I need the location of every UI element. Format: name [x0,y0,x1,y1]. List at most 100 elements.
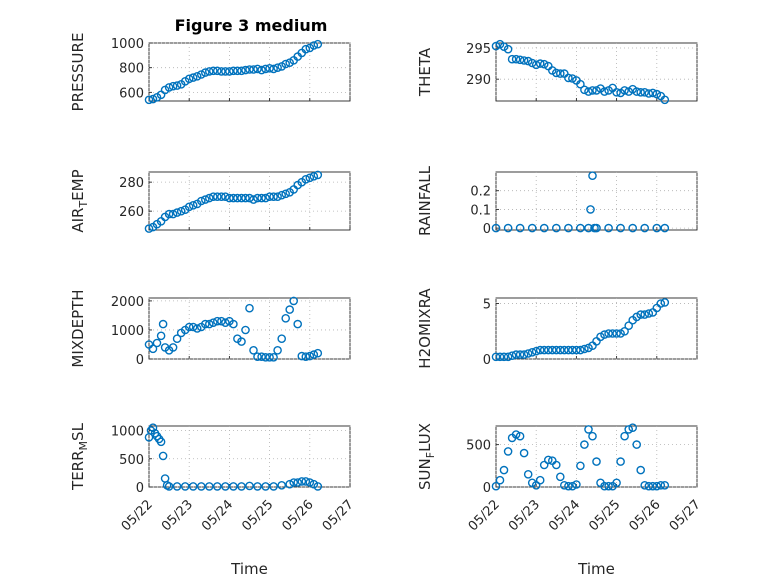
y-tick-label: 800 [119,62,144,77]
data-point [584,87,593,96]
x-tick-label: 05/27 [320,497,357,534]
data-point [245,193,254,203]
data-point [531,346,541,356]
data-point [229,66,238,76]
data-point [636,310,646,319]
y-tick-label: 2000 [111,295,144,310]
data-point [576,223,585,233]
data-point [221,67,230,76]
data-point [212,316,222,326]
data-point [612,478,621,488]
x-tick-label: 05/26 [280,497,317,534]
data-point [309,350,319,359]
data-point [269,192,278,201]
data-point [273,345,282,355]
data-point [503,352,513,362]
data-point [580,440,589,449]
data-point [309,171,319,181]
data-point [568,481,577,491]
data-point [648,88,658,98]
data-point [200,195,210,204]
data-point [261,193,270,203]
data-point [507,54,517,64]
data-point [188,200,198,210]
data-point [313,39,323,49]
data-point [580,344,589,354]
data-point [221,482,230,491]
data-point [624,321,634,331]
data-point [164,83,174,92]
data-point [233,193,242,203]
data-point [237,337,246,346]
data-point [531,60,541,70]
y-tick-label: 600 [119,86,144,101]
data-point [229,193,238,203]
data-point [204,319,214,329]
data-point [241,65,250,75]
data-point [616,223,625,233]
y-tick-label: 500 [119,453,144,468]
y-tick-label: 0 [136,353,144,368]
data-point [297,351,307,361]
data-point [229,319,238,329]
data-point [305,478,315,487]
data-point [192,324,202,333]
data-point [564,223,573,233]
x-axis-label: Time [577,560,615,578]
data-point [261,64,270,74]
data-point [628,223,638,233]
data-point [261,482,270,491]
y-axis-label: AIRTEMP [69,169,90,232]
y-axis-label: RAINFALL [416,165,434,236]
data-point [491,481,501,491]
data-point [257,193,266,203]
data-point [313,170,323,180]
data-point [225,193,234,203]
data-point [249,195,258,204]
y-tick-label: 1000 [111,425,144,440]
data-point [588,171,597,180]
x-tick-label: 05/25 [239,497,276,534]
panel-4: 0 0.1 0.2 RAINFALL [416,165,698,237]
data-point [600,330,609,339]
data-point [172,81,182,90]
data-point [212,66,222,76]
axes-box [495,297,698,360]
data-point [656,480,666,490]
data-point [200,68,210,77]
data-point [144,224,154,233]
axes-box [148,425,351,488]
data-point [640,310,650,319]
panel-7: 0 500 1000 TERRMSL 05/22 05/23 05/24 05/25 05/26… [69,422,357,578]
data-point [241,325,250,335]
data-point [636,465,646,475]
data-point [208,318,218,328]
data-point [572,480,581,489]
data-point [225,67,234,76]
data-point [523,349,533,358]
data-point [556,69,565,78]
axes-box [495,171,698,231]
data-point [511,350,521,359]
data-point [600,87,609,96]
data-point [535,345,545,355]
data-point [277,190,287,200]
data-point [249,345,258,355]
data-point [200,319,210,329]
data-point [176,206,186,216]
y-tick-label: 290 [466,73,491,88]
data-point [245,65,254,74]
data-point [265,192,274,201]
data-point [519,56,529,65]
y-tick-label: 0 [483,481,491,496]
data-point [519,448,529,458]
data-point [588,431,597,441]
data-point [640,480,650,490]
data-point [253,193,262,203]
x-tick-label: 05/24 [199,497,236,534]
data-point [648,481,658,491]
data-point [261,352,270,362]
data-point [144,95,154,105]
panel-2: 290 295 THETA [416,39,698,105]
data-point [148,344,158,354]
